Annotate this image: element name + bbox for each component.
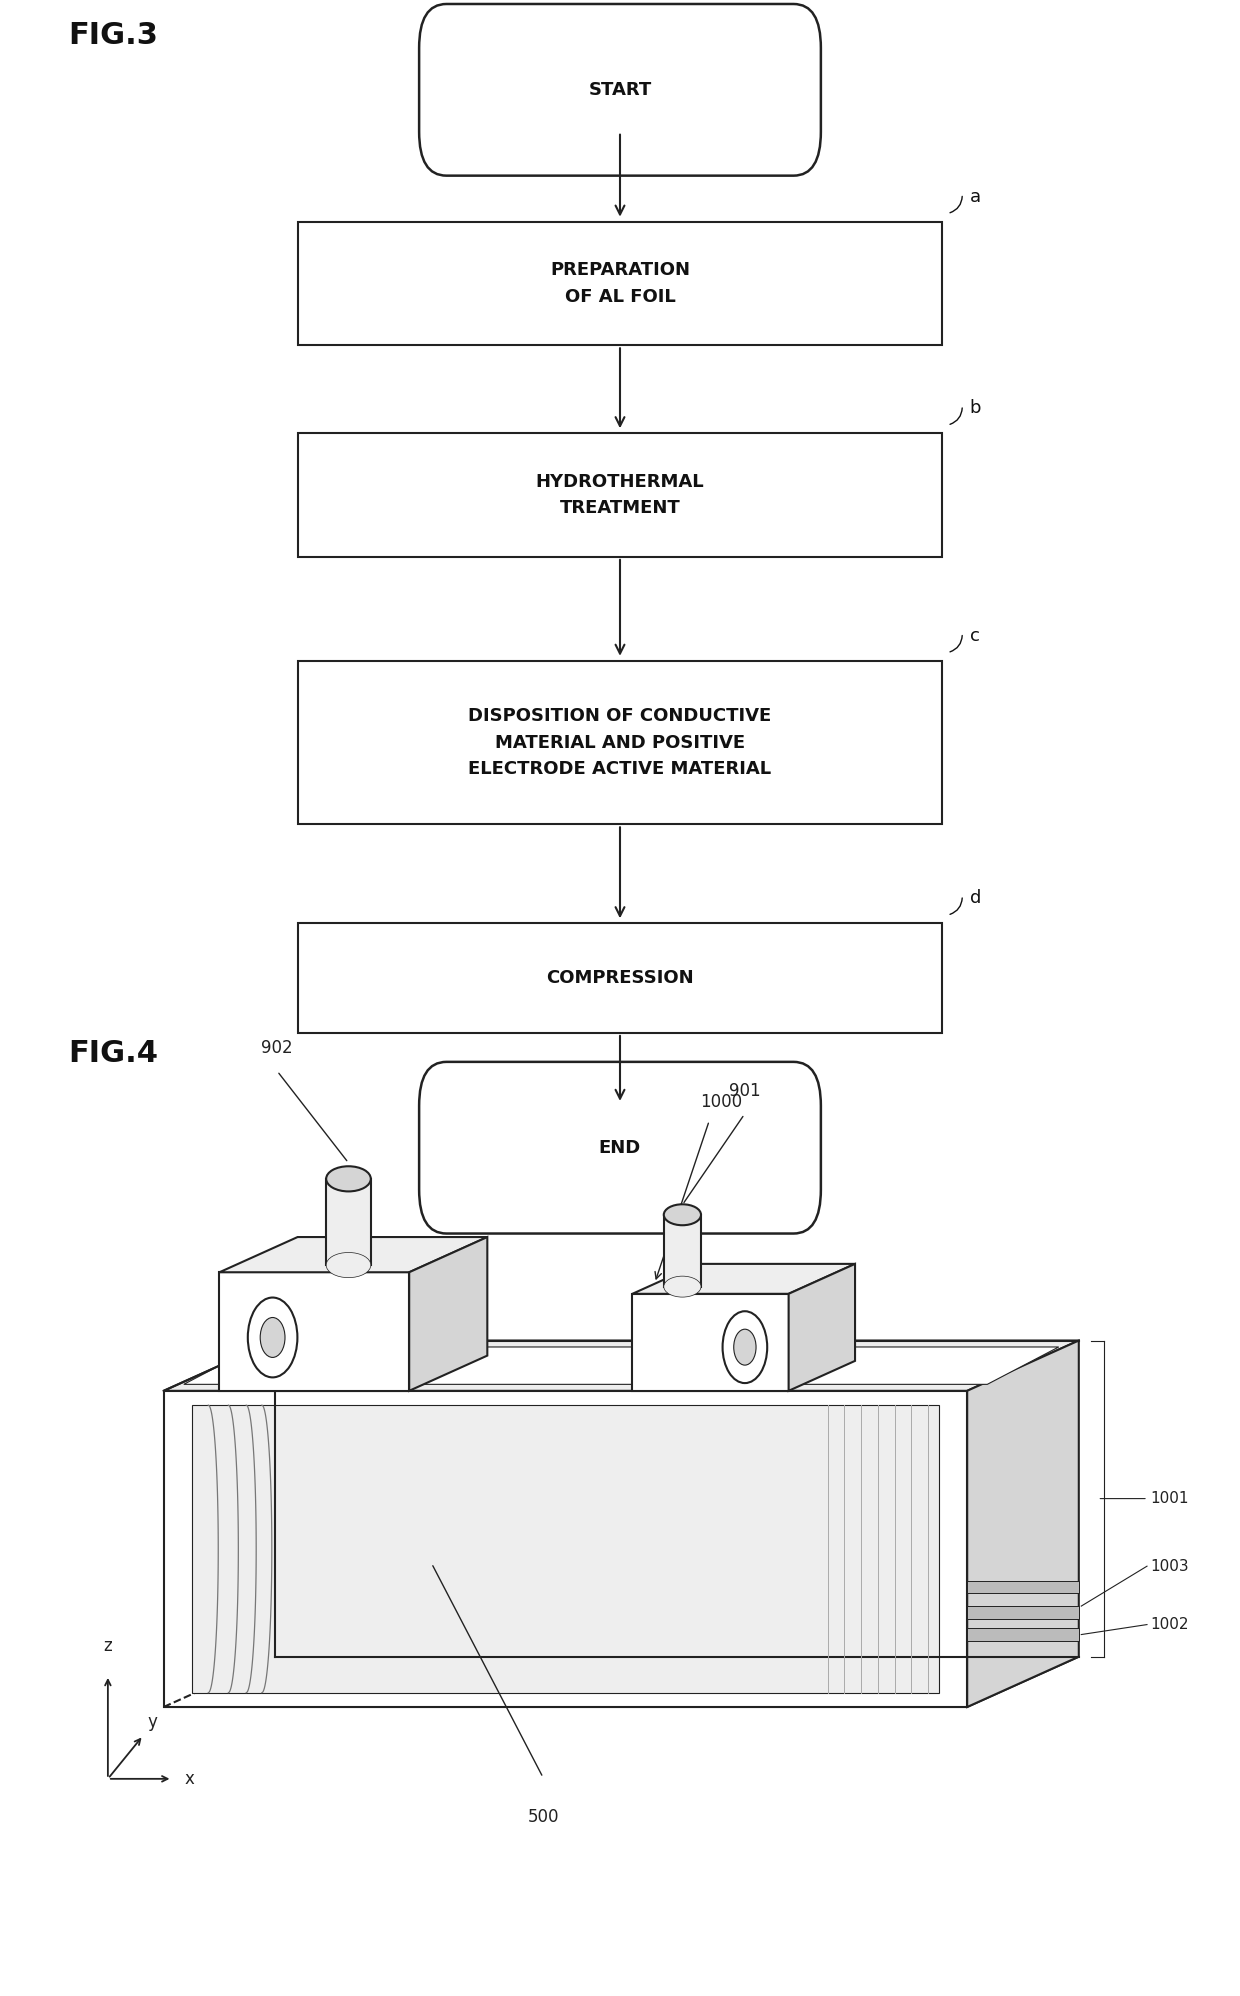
Text: HYDROTHERMAL
TREATMENT: HYDROTHERMAL TREATMENT <box>536 473 704 517</box>
Polygon shape <box>164 1341 1079 1391</box>
Text: x: x <box>185 1770 195 1788</box>
Polygon shape <box>164 1391 967 1707</box>
Text: a: a <box>970 188 981 206</box>
Circle shape <box>734 1329 756 1365</box>
Polygon shape <box>409 1238 487 1391</box>
Polygon shape <box>632 1293 789 1391</box>
Bar <box>326 1180 371 1265</box>
Ellipse shape <box>326 1253 371 1277</box>
Polygon shape <box>164 1657 1079 1707</box>
Text: DISPOSITION OF CONDUCTIVE
MATERIAL AND POSITIVE
ELECTRODE ACTIVE MATERIAL: DISPOSITION OF CONDUCTIVE MATERIAL AND P… <box>469 707 771 778</box>
Polygon shape <box>967 1581 1079 1593</box>
Text: b: b <box>970 399 981 417</box>
Text: START: START <box>588 80 652 100</box>
Text: 500: 500 <box>527 1808 559 1826</box>
Text: FIG.3: FIG.3 <box>68 20 157 50</box>
Bar <box>663 1216 701 1287</box>
Bar <box>298 661 942 824</box>
Circle shape <box>248 1297 298 1377</box>
Polygon shape <box>219 1271 409 1391</box>
Text: d: d <box>970 888 981 906</box>
Text: y: y <box>148 1713 157 1731</box>
Bar <box>298 222 942 345</box>
Text: 902: 902 <box>262 1038 293 1056</box>
Circle shape <box>723 1311 768 1383</box>
Text: FIG.4: FIG.4 <box>68 1038 159 1068</box>
FancyBboxPatch shape <box>419 4 821 176</box>
Polygon shape <box>184 1347 1059 1385</box>
Text: 901: 901 <box>729 1082 760 1100</box>
Polygon shape <box>967 1341 1079 1707</box>
Polygon shape <box>967 1607 1079 1619</box>
Ellipse shape <box>663 1275 701 1297</box>
Text: END: END <box>599 1138 641 1158</box>
Circle shape <box>260 1317 285 1357</box>
FancyBboxPatch shape <box>419 1062 821 1234</box>
Text: 1003: 1003 <box>1151 1559 1189 1573</box>
Text: 1002: 1002 <box>1151 1617 1189 1633</box>
Polygon shape <box>789 1263 856 1391</box>
Polygon shape <box>219 1238 487 1271</box>
Text: c: c <box>970 627 980 645</box>
Ellipse shape <box>663 1204 701 1226</box>
Ellipse shape <box>326 1166 371 1192</box>
Text: z: z <box>103 1637 113 1655</box>
Text: COMPRESSION: COMPRESSION <box>546 968 694 988</box>
Text: PREPARATION
OF AL FOIL: PREPARATION OF AL FOIL <box>551 261 689 305</box>
Text: 1001: 1001 <box>1100 1491 1189 1507</box>
Text: 1000: 1000 <box>701 1092 743 1110</box>
Polygon shape <box>967 1629 1079 1641</box>
Bar <box>298 433 942 557</box>
Polygon shape <box>192 1405 940 1693</box>
Polygon shape <box>632 1263 856 1293</box>
Bar <box>298 924 942 1034</box>
